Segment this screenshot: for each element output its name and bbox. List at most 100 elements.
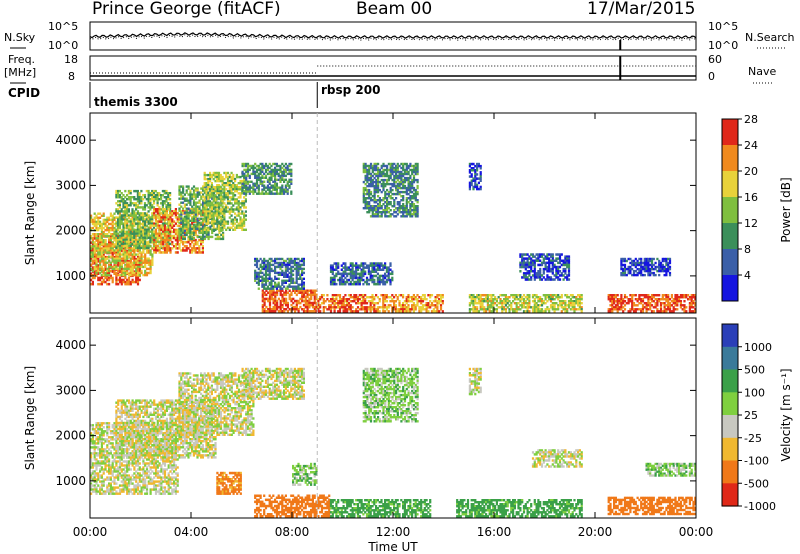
heatmap-cell xyxy=(192,199,196,202)
heatmap-cell xyxy=(156,249,159,252)
heatmap-cell xyxy=(279,164,282,168)
heatmap-cell xyxy=(209,171,212,175)
heatmap-cell xyxy=(266,186,269,189)
heatmap-cell xyxy=(331,302,334,305)
heatmap-cell xyxy=(133,259,136,262)
heatmap-cell xyxy=(234,202,237,205)
heatmap-cell xyxy=(225,204,228,207)
heatmap-cell xyxy=(265,293,268,297)
heatmap-cell xyxy=(384,190,387,194)
heatmap-cell xyxy=(261,184,264,187)
heatmap-cell xyxy=(409,164,412,168)
heatmap-cell xyxy=(129,196,132,199)
heatmap-cell xyxy=(367,278,370,282)
heatmap-cell xyxy=(202,231,205,235)
heatmap-cell xyxy=(129,262,132,265)
heatmap-cell xyxy=(295,273,298,276)
heatmap-cell xyxy=(402,213,405,216)
heatmap-cell xyxy=(272,269,275,273)
heatmap-cell xyxy=(391,164,394,168)
heatmap-cell xyxy=(266,265,269,269)
heatmap-cell xyxy=(104,220,107,224)
heatmap-cell xyxy=(205,184,208,187)
heatmap-cell xyxy=(217,194,221,197)
heatmap-cell xyxy=(257,277,260,280)
heatmap-cell xyxy=(145,189,148,193)
heatmap-cell xyxy=(191,227,194,230)
heatmap-cell xyxy=(246,162,250,166)
heatmap-cell xyxy=(294,308,297,311)
heatmap-cell xyxy=(191,208,194,211)
heatmap-cell xyxy=(194,195,197,198)
heatmap-cell xyxy=(279,166,282,170)
heatmap-cell xyxy=(241,174,244,178)
heatmap-cell xyxy=(386,166,389,170)
heatmap-cell xyxy=(124,200,127,203)
heatmap-cell xyxy=(171,214,174,217)
heatmap-cell xyxy=(156,222,159,225)
heatmap-cell xyxy=(386,174,389,178)
heatmap-cell xyxy=(259,170,262,174)
heatmap-cell xyxy=(173,212,176,215)
heatmap-cell xyxy=(129,202,132,205)
heatmap-cell xyxy=(131,226,134,229)
heatmap-cell xyxy=(416,294,419,297)
heatmap-cell xyxy=(169,216,172,219)
heatmap-cell xyxy=(234,188,237,191)
heatmap-cell xyxy=(382,300,385,303)
heatmap-cell xyxy=(212,177,215,181)
heatmap-cell xyxy=(302,281,305,284)
nsky-panel-frame xyxy=(89,21,697,51)
heatmap-cell xyxy=(131,257,134,260)
heatmap-cell xyxy=(268,289,272,292)
heatmap-cell xyxy=(375,201,378,204)
heatmap-cell xyxy=(237,204,240,207)
heatmap-cell xyxy=(219,188,222,191)
heatmap-cell xyxy=(396,310,399,313)
heatmap-cell xyxy=(241,228,244,231)
heatmap-cell xyxy=(405,178,408,182)
heatmap-cell xyxy=(187,221,190,224)
heatmap-cell xyxy=(283,259,286,263)
heatmap-cell xyxy=(127,282,131,286)
heatmap-cell xyxy=(257,186,260,189)
heatmap-cell xyxy=(371,195,374,198)
heatmap-cell xyxy=(221,208,224,211)
heatmap-cell xyxy=(99,224,102,228)
heatmap-cell xyxy=(131,202,134,205)
heatmap-cell xyxy=(115,280,118,284)
heatmap-cell xyxy=(189,191,192,194)
heatmap-cell xyxy=(182,187,185,190)
heatmap-cell xyxy=(393,178,396,182)
heatmap-cell xyxy=(135,218,138,221)
heatmap-cell xyxy=(391,270,394,273)
heatmap-cell xyxy=(216,233,219,237)
nave-tick-bottom: 0 xyxy=(708,70,715,83)
heatmap-cell xyxy=(402,310,405,313)
heatmap-cell xyxy=(405,164,408,168)
heatmap-cell xyxy=(286,273,289,276)
heatmap-cell xyxy=(111,270,114,273)
heatmap-cell xyxy=(113,216,116,219)
heatmap-cell xyxy=(203,237,206,241)
heatmap-cell xyxy=(243,214,246,217)
heatmap-cell xyxy=(144,261,147,264)
heatmap-cell xyxy=(167,224,170,227)
heatmap-cell xyxy=(145,261,149,264)
heatmap-cell xyxy=(144,265,147,269)
heatmap-cell xyxy=(201,251,204,254)
heatmap-cell xyxy=(187,193,190,196)
heatmap-cell xyxy=(202,187,205,190)
heatmap-cell xyxy=(219,177,222,181)
heatmap-cell xyxy=(117,249,120,252)
heatmap-cell xyxy=(203,190,206,193)
heatmap-cell xyxy=(117,228,120,232)
heatmap-cell xyxy=(398,170,401,174)
heatmap-cell xyxy=(270,287,273,290)
heatmap-cell xyxy=(272,172,275,176)
heatmap-cell xyxy=(266,168,269,172)
heatmap-cell xyxy=(239,208,242,211)
heatmap-cell xyxy=(97,266,100,269)
heatmap-cell xyxy=(93,235,96,238)
heatmap-cell xyxy=(263,299,266,303)
